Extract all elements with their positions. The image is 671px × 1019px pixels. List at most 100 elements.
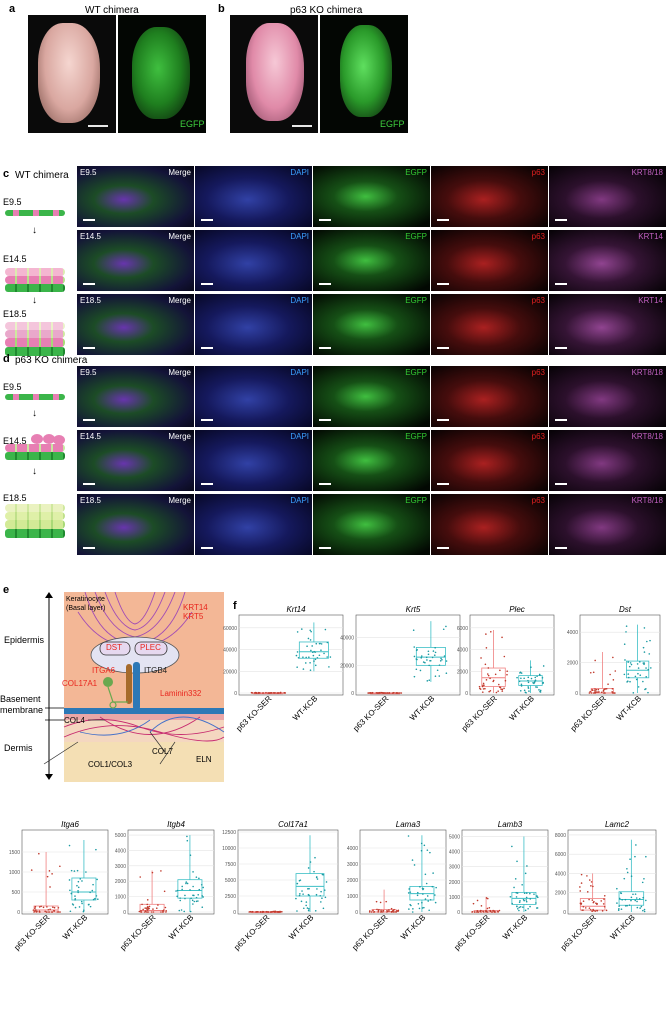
- data-point: [142, 908, 144, 911]
- channel-label: Merge: [168, 296, 191, 305]
- data-point: [426, 680, 429, 682]
- channel-label: EGFP: [405, 496, 427, 505]
- c-micrograph-E95-krt8-18: KRT8/18: [549, 166, 666, 227]
- data-point: [270, 911, 272, 913]
- data-point: [645, 667, 647, 669]
- boxplot-title: Krt5: [406, 605, 421, 614]
- data-point: [180, 909, 183, 911]
- boxplot-title: Krt14: [286, 605, 306, 614]
- data-point: [602, 690, 605, 692]
- data-point: [49, 908, 51, 911]
- data-point: [623, 877, 626, 880]
- data-point: [623, 673, 626, 676]
- data-point: [307, 637, 310, 640]
- data-point: [42, 906, 45, 909]
- data-point: [523, 689, 526, 692]
- data-point: [267, 911, 270, 913]
- box-wt: [518, 675, 543, 686]
- col7-label: COL7: [152, 747, 173, 756]
- data-point: [296, 666, 298, 668]
- data-point: [147, 911, 149, 913]
- data-point: [630, 875, 633, 878]
- data-point: [478, 685, 481, 688]
- data-point: [432, 650, 435, 652]
- data-point: [94, 897, 96, 900]
- boxplot-svg: Lamb3 0 1000 2000 3000 4000 5000 p63 KO-SER WT-K…: [449, 820, 549, 952]
- data-point: [525, 899, 528, 901]
- data-point: [580, 873, 583, 876]
- layer-epidermis: Epidermis: [4, 635, 45, 645]
- data-point: [434, 901, 437, 904]
- data-point: [415, 649, 418, 652]
- data-point: [494, 673, 497, 676]
- data-point: [513, 886, 515, 889]
- data-point: [257, 910, 259, 913]
- data-point: [438, 675, 441, 677]
- data-point: [603, 898, 605, 900]
- data-point: [140, 911, 142, 913]
- data-point: [637, 667, 640, 669]
- data-point: [314, 856, 316, 859]
- data-point: [595, 902, 597, 904]
- data-point: [480, 657, 482, 659]
- boxplot-svg: Krt14 0 20000 40000 60000 p63 KO-SER WT-KCB: [223, 605, 344, 733]
- data-point: [57, 906, 60, 909]
- egfp-label-b: EGFP: [380, 119, 405, 129]
- data-point: [424, 898, 427, 900]
- data-point: [74, 906, 77, 909]
- data-point: [193, 900, 196, 903]
- d-micrograph-E185-egfp: EGFP: [313, 494, 430, 555]
- data-point: [618, 908, 620, 910]
- data-point: [325, 881, 328, 883]
- data-point: [515, 892, 518, 894]
- data-point: [308, 894, 310, 897]
- y-tick-label: 4000: [567, 630, 578, 636]
- panel-a-title: WT chimera: [85, 5, 139, 16]
- channel-label: Merge: [168, 496, 191, 505]
- data-point: [504, 679, 507, 682]
- data-point: [506, 670, 508, 672]
- data-point: [527, 907, 529, 910]
- scale-bar: [319, 283, 331, 285]
- data-point: [516, 860, 518, 863]
- data-point: [536, 675, 538, 677]
- data-point: [421, 901, 423, 904]
- panel-c-side-title: WT chimera: [15, 170, 69, 181]
- c-schematic-e185: [5, 322, 65, 356]
- data-point: [518, 680, 521, 683]
- data-point: [36, 910, 38, 913]
- data-point: [526, 865, 528, 867]
- data-point: [535, 907, 538, 909]
- c-micrograph-E185-p63: p63: [431, 294, 548, 355]
- data-point: [488, 906, 491, 909]
- data-point: [516, 892, 519, 894]
- data-point: [195, 896, 198, 899]
- data-point: [426, 895, 429, 897]
- stage-label: E9.5: [80, 168, 97, 177]
- data-point: [397, 692, 399, 694]
- data-point: [309, 629, 312, 632]
- data-point: [588, 898, 590, 901]
- scale-bar: [555, 483, 567, 485]
- data-point: [479, 688, 482, 690]
- scale-bar: [319, 347, 331, 349]
- data-point: [259, 692, 261, 694]
- data-point: [594, 689, 596, 692]
- data-point: [59, 911, 61, 913]
- data-point: [179, 899, 182, 902]
- data-point: [602, 903, 605, 905]
- data-point: [530, 666, 532, 669]
- data-point: [420, 655, 423, 657]
- d-micrograph-E145-dapi: DAPI: [195, 430, 312, 491]
- data-point: [420, 849, 423, 852]
- data-point: [603, 688, 606, 691]
- data-point: [251, 691, 253, 694]
- data-point: [369, 692, 371, 694]
- data-point: [429, 898, 432, 901]
- data-point: [636, 900, 638, 903]
- data-point: [47, 908, 50, 911]
- data-point: [533, 893, 535, 895]
- data-point: [625, 631, 627, 633]
- y-tick-label: 6000: [457, 626, 468, 632]
- data-point: [527, 686, 529, 688]
